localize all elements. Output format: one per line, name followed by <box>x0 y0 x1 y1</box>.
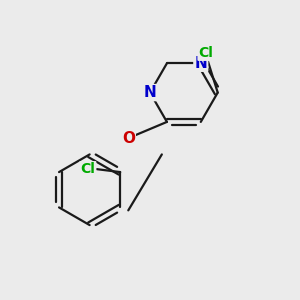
Text: N: N <box>144 85 156 100</box>
Text: N: N <box>194 56 207 71</box>
Text: Cl: Cl <box>199 46 213 60</box>
Text: O: O <box>122 131 135 146</box>
Text: Cl: Cl <box>80 162 95 176</box>
